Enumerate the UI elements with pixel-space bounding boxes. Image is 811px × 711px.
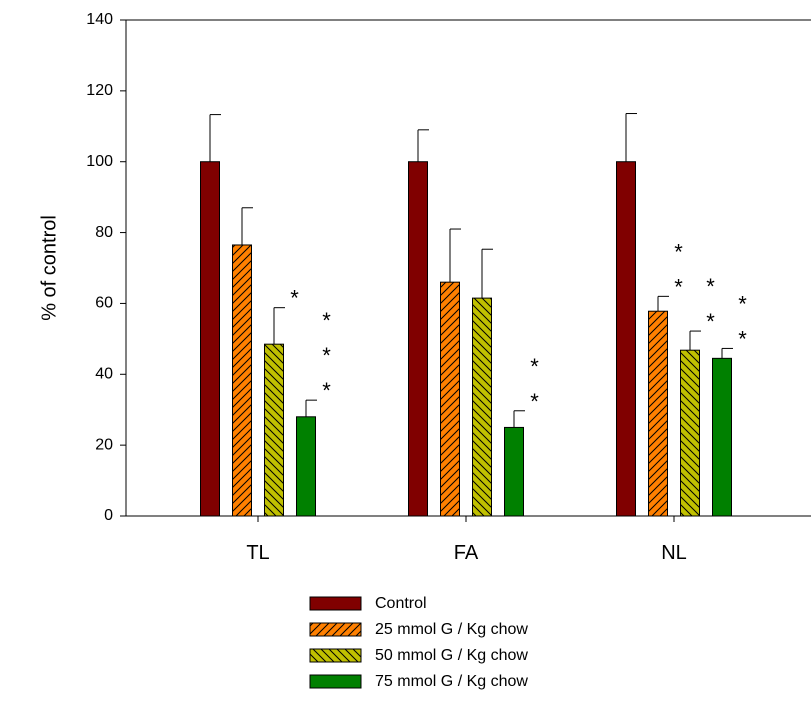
- significance-star: *: [674, 274, 683, 299]
- y-tick-label: 100: [86, 153, 113, 170]
- bar-fa-series-2: [440, 281, 460, 517]
- bar-tl-series-3: [264, 343, 284, 517]
- y-tick-label: 60: [95, 295, 113, 312]
- bar-tl-series-4: [296, 416, 316, 517]
- y-tick-label: 20: [95, 436, 113, 453]
- significance-star: *: [706, 309, 715, 334]
- legend-swatch-4: [309, 674, 362, 689]
- y-tick-label: 140: [86, 11, 113, 28]
- y-tick-label: 120: [86, 82, 113, 99]
- legend-swatch-3: [309, 648, 362, 663]
- significance-star: *: [290, 286, 299, 311]
- legend-label-1: Control: [375, 595, 427, 612]
- bars: [200, 161, 732, 517]
- legend-label-4: 75 mmol G / Kg chow: [375, 673, 528, 690]
- bar-nl-series-2: [648, 310, 668, 517]
- x-tick-label-tl: TL: [246, 542, 269, 564]
- significance-star: *: [738, 326, 747, 351]
- bar-tl-series-1: [200, 161, 220, 517]
- bar-fa-series-1: [408, 161, 428, 517]
- bar-fa-series-3: [472, 297, 492, 517]
- legend: Control 25 mmol G / Kg chow 50 mmol G / Kg…: [309, 595, 528, 690]
- error-bars: [209, 113, 733, 428]
- x-tick-label-nl: NL: [661, 542, 687, 564]
- significance-star: *: [322, 378, 331, 403]
- bar-nl-series-1: [616, 161, 636, 517]
- bar-fa-series-4: [504, 426, 524, 517]
- legend-swatch-2: [309, 622, 362, 637]
- legend-label-3: 50 mmol G / Kg chow: [375, 647, 528, 664]
- bar-nl-series-3: [680, 349, 700, 517]
- significance-star: *: [322, 343, 331, 368]
- y-tick-label: 0: [104, 507, 113, 524]
- legend-label-2: 25 mmol G / Kg chow: [375, 621, 528, 638]
- axes: [125, 19, 811, 517]
- significance-star: *: [322, 308, 331, 333]
- significance-star: *: [530, 354, 539, 379]
- significance-star: *: [674, 239, 683, 264]
- y-tick-label: 40: [95, 366, 113, 383]
- bar-tl-series-2: [232, 244, 252, 517]
- legend-swatch-1: [309, 596, 362, 611]
- x-ticks: TL FA NL: [246, 516, 687, 564]
- significance-star: *: [530, 389, 539, 414]
- significance-star: *: [706, 274, 715, 299]
- y-tick-label: 80: [95, 224, 113, 241]
- bar-nl-series-4: [712, 357, 732, 517]
- significance-star: *: [738, 291, 747, 316]
- y-axis-label: % of control: [38, 215, 60, 321]
- y-ticks: 0 20 40 60 80 100 120 140: [86, 11, 126, 524]
- x-tick-label-fa: FA: [454, 542, 479, 564]
- significance-marks: * * * * * * * * * * * *: [290, 239, 747, 413]
